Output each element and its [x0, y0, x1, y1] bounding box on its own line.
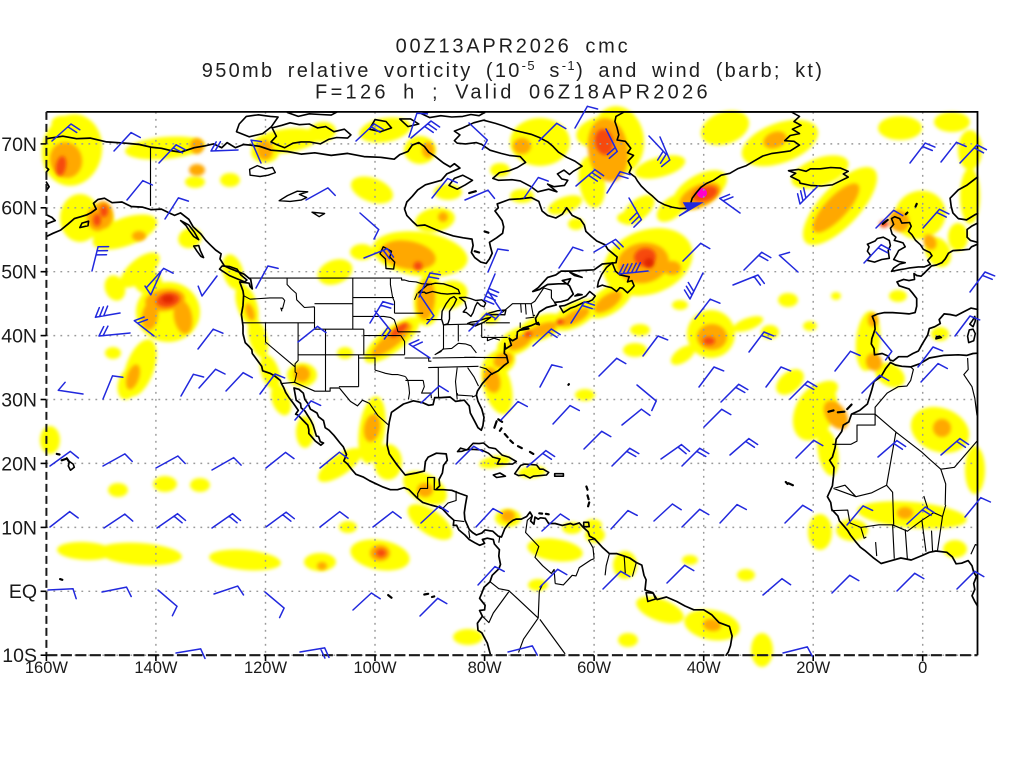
- svg-text:120W: 120W: [244, 659, 288, 677]
- svg-text:70N: 70N: [1, 134, 37, 156]
- svg-text:20N: 20N: [1, 453, 37, 475]
- svg-text:30N: 30N: [1, 389, 37, 411]
- svg-text:00Z13APR2026 cmc: 00Z13APR2026 cmc: [396, 35, 631, 57]
- svg-text:140W: 140W: [134, 659, 178, 677]
- svg-text:80W: 80W: [468, 659, 502, 677]
- svg-text:40N: 40N: [1, 326, 37, 348]
- svg-text:950mb relative vorticity (10-5: 950mb relative vorticity (10-5 s-1) and …: [202, 58, 824, 82]
- svg-text:160W: 160W: [25, 659, 69, 677]
- svg-text:EQ: EQ: [9, 581, 37, 603]
- svg-text:F=126 h ; Valid 06Z18APR2026: F=126 h ; Valid 06Z18APR2026: [315, 82, 711, 104]
- svg-text:10S: 10S: [2, 645, 37, 667]
- svg-text:40W: 40W: [687, 659, 721, 677]
- svg-text:50N: 50N: [1, 262, 37, 284]
- svg-text:100W: 100W: [353, 659, 397, 677]
- svg-text:0: 0: [918, 659, 927, 677]
- svg-text:60W: 60W: [577, 659, 611, 677]
- svg-text:10N: 10N: [1, 517, 37, 539]
- svg-text:60N: 60N: [1, 198, 37, 220]
- svg-text:20W: 20W: [796, 659, 830, 677]
